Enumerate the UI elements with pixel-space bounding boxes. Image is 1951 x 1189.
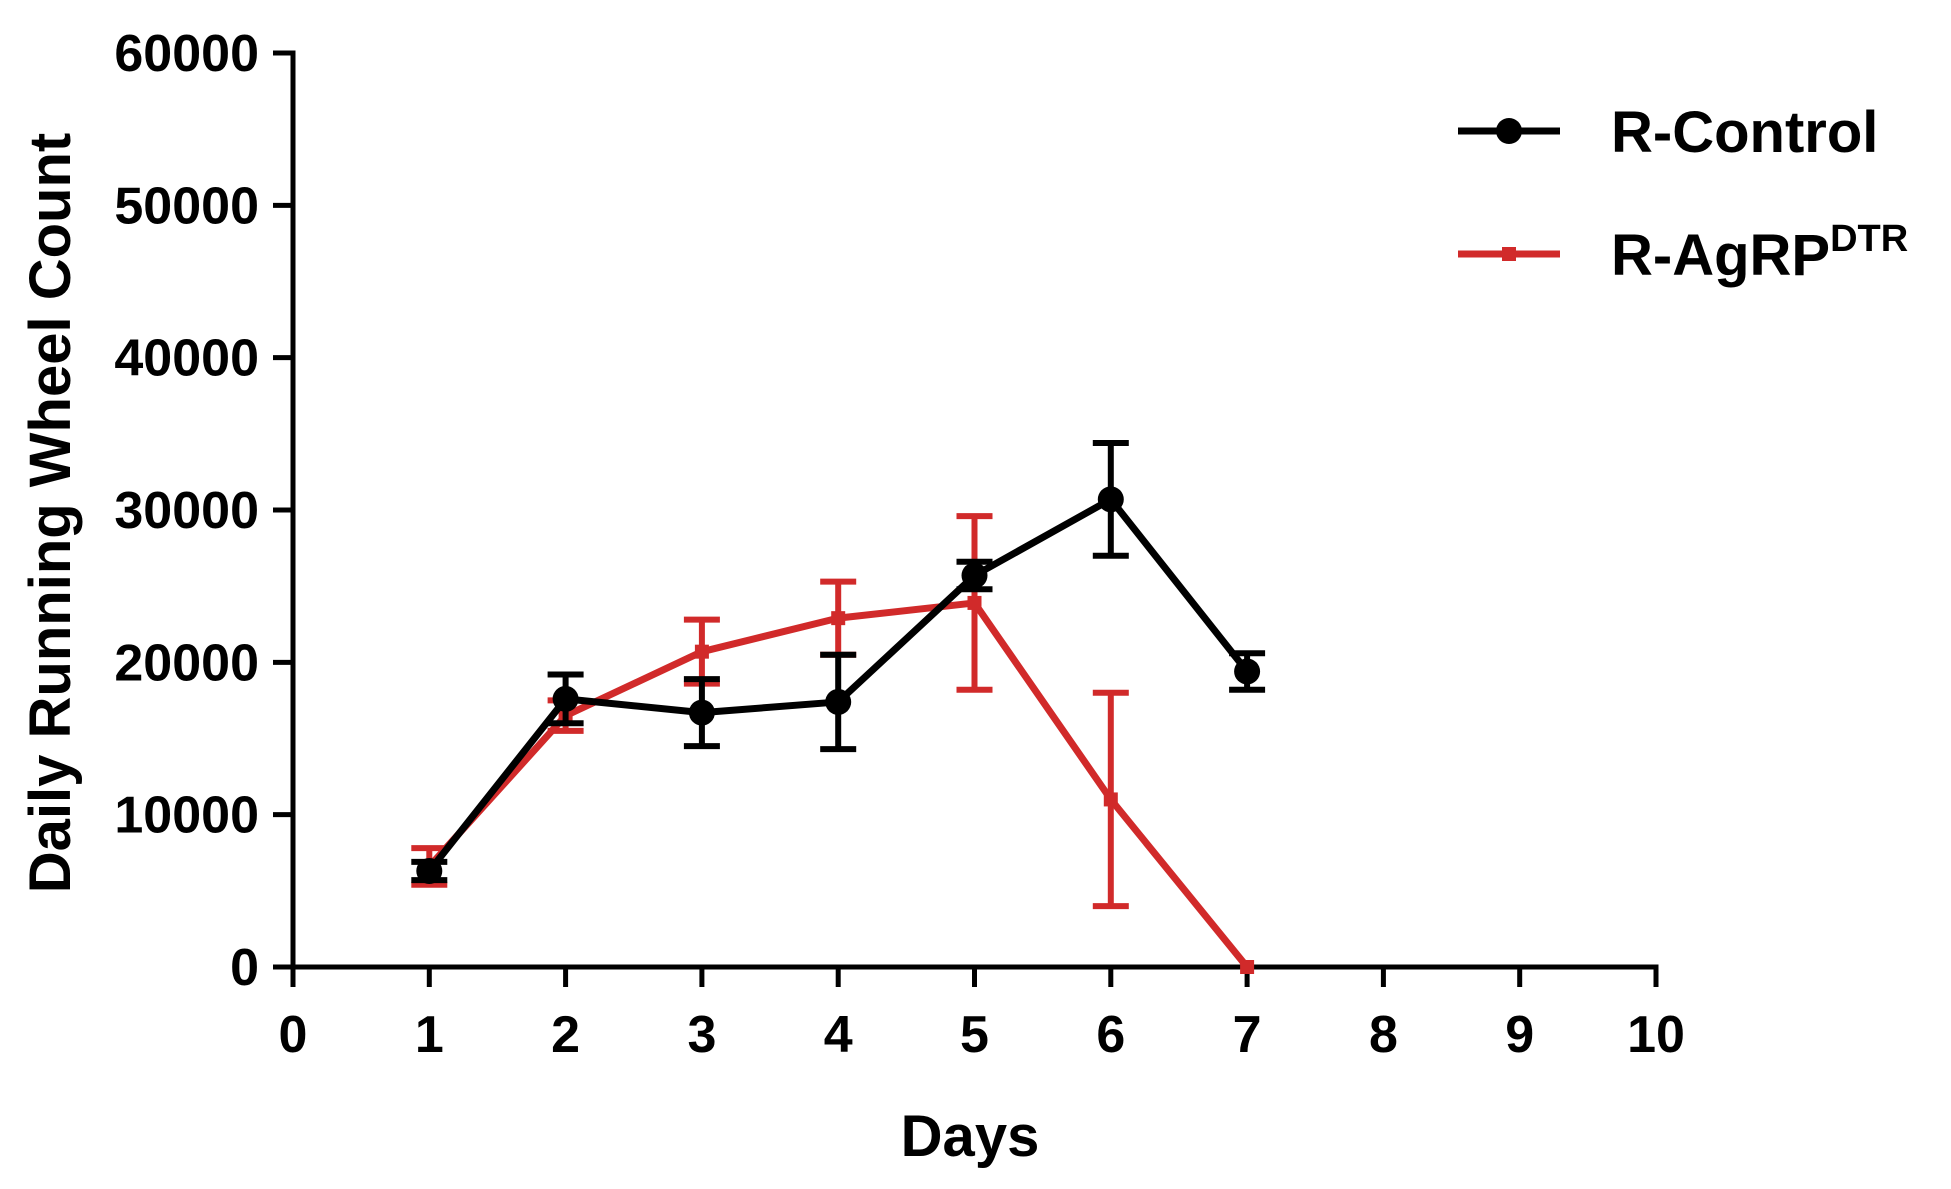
legend-marker-control: [1496, 118, 1522, 144]
x-tick-label: 4: [824, 1006, 853, 1064]
y-axis-ticks: 0 10000 20000 30000 40000 50000 60000: [114, 25, 293, 997]
x-tick-label: 8: [1369, 1006, 1398, 1064]
x-tick-label: 7: [1233, 1006, 1262, 1064]
legend-label-control: R-Control: [1611, 100, 1878, 165]
x-axis-ticks: 0 1 2 3 4 5 6 7 8 9 10: [279, 967, 1685, 1064]
legend-item-agrp: R-AgRPDTR: [1458, 218, 1908, 288]
x-tick-label: 10: [1627, 1006, 1685, 1064]
legend-label-agrp-superscript: DTR: [1830, 218, 1908, 260]
y-tick-label: 30000: [114, 482, 259, 540]
x-tick-label: 6: [1096, 1006, 1125, 1064]
data-point: [552, 685, 579, 712]
data-point: [825, 688, 852, 715]
x-tick-label: 9: [1505, 1006, 1534, 1064]
series-agrp: [411, 513, 1255, 974]
data-point: [831, 611, 846, 626]
data-point: [1103, 792, 1118, 807]
legend-label-agrp: R-AgRPDTR: [1611, 218, 1908, 288]
x-axis-title: Days: [901, 1104, 1040, 1169]
x-tick-label: 1: [415, 1006, 444, 1064]
x-tick-label: 3: [687, 1006, 716, 1064]
y-tick-label: 40000: [114, 330, 259, 388]
series-control: [411, 439, 1266, 885]
data-point: [694, 644, 709, 659]
data-point: [416, 858, 443, 885]
data-point: [1097, 486, 1124, 513]
data-point: [1234, 658, 1261, 685]
y-axis-title: Daily Running Wheel Count: [18, 133, 83, 893]
axes: [290, 50, 1659, 970]
series-layer: [411, 439, 1266, 974]
data-point: [1240, 960, 1255, 974]
x-tick-label: 5: [960, 1006, 989, 1064]
data-point: [967, 595, 982, 610]
legend: R-Control R-AgRPDTR: [1458, 100, 1908, 288]
x-tick-label: 0: [279, 1006, 308, 1064]
y-tick-label: 20000: [114, 634, 259, 692]
x-tick-label: 2: [551, 1006, 580, 1064]
data-point: [688, 699, 715, 726]
y-tick-label: 0: [230, 939, 259, 997]
data-point: [961, 562, 988, 589]
legend-label-agrp-main: R-AgRP: [1611, 223, 1830, 288]
y-tick-label: 60000: [114, 25, 259, 83]
legend-item-control: R-Control: [1458, 100, 1878, 165]
y-tick-label: 50000: [114, 177, 259, 235]
y-tick-label: 10000: [114, 787, 259, 845]
legend-marker-agrp: [1502, 247, 1516, 261]
